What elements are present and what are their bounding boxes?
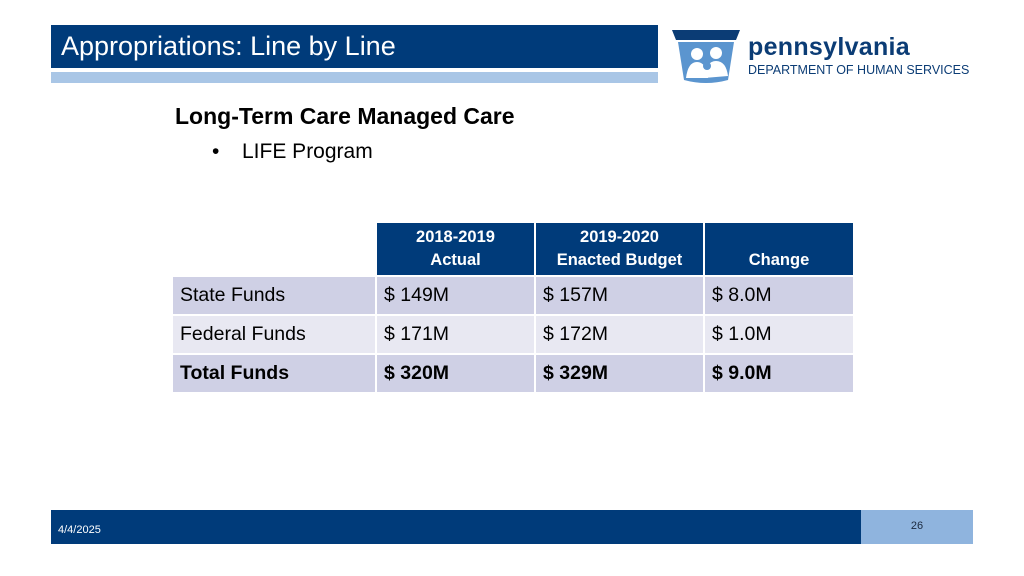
cell-change: $ 1.0M (703, 314, 853, 354)
slide-title: Appropriations: Line by Line (61, 31, 396, 61)
header-change-label: Change (748, 251, 810, 269)
page-number-box: 26 (861, 510, 973, 544)
header-actual: 2018-2019 Actual (375, 223, 535, 276)
page-number: 26 (910, 520, 924, 532)
table-row-total: Total Funds $ 320M $ 329M $ 9.0M (173, 353, 853, 392)
cell-change: $ 8.0M (703, 275, 853, 315)
row-label: Federal Funds (173, 314, 376, 354)
footer-bar: 4/4/2025 (51, 510, 861, 544)
bullet-item: • LIFE Program (212, 140, 373, 164)
cell-enacted: $ 157M (534, 275, 704, 315)
row-label: Total Funds (173, 353, 376, 392)
table-row: State Funds $ 149M $ 157M $ 8.0M (173, 275, 853, 315)
cell-enacted: $ 172M (534, 314, 704, 354)
cell-actual: $ 149M (375, 275, 535, 315)
table-header-row: 2018-2019 Actual 2019-2020 Enacted Budge… (173, 223, 853, 276)
cell-enacted: $ 329M (534, 353, 704, 392)
title-underline (51, 72, 658, 83)
logo-department: DEPARTMENT OF HUMAN SERVICES (748, 63, 970, 77)
cell-change: $ 9.0M (703, 353, 853, 392)
cell-actual: $ 171M (375, 314, 535, 354)
header-enacted-line2: Enacted Budget (556, 251, 683, 269)
section-heading: Long-Term Care Managed Care (175, 103, 515, 129)
header-empty-cell (173, 223, 376, 276)
cell-actual: $ 320M (375, 353, 535, 392)
bullet-marker: • (212, 140, 220, 163)
header-actual-line2: Actual (430, 251, 481, 269)
header-enacted-line1: 2019-2020 (580, 228, 659, 246)
footer-date: 4/4/2025 (58, 524, 101, 536)
logo-name: pennsylvania (748, 33, 910, 61)
table-row: Federal Funds $ 171M $ 172M $ 1.0M (173, 314, 853, 354)
header-enacted: 2019-2020 Enacted Budget (534, 223, 704, 276)
keystone-family-icon (672, 30, 740, 83)
header-change: Change (703, 223, 853, 276)
title-bar: Appropriations: Line by Line (51, 25, 658, 68)
pa-dhs-logo: pennsylvania DEPARTMENT OF HUMAN SERVICE… (670, 26, 1010, 84)
bullet-text: LIFE Program (242, 140, 373, 163)
funds-table: 2018-2019 Actual 2019-2020 Enacted Budge… (173, 223, 853, 392)
row-label: State Funds (173, 275, 376, 315)
header-actual-line1: 2018-2019 (416, 228, 495, 246)
